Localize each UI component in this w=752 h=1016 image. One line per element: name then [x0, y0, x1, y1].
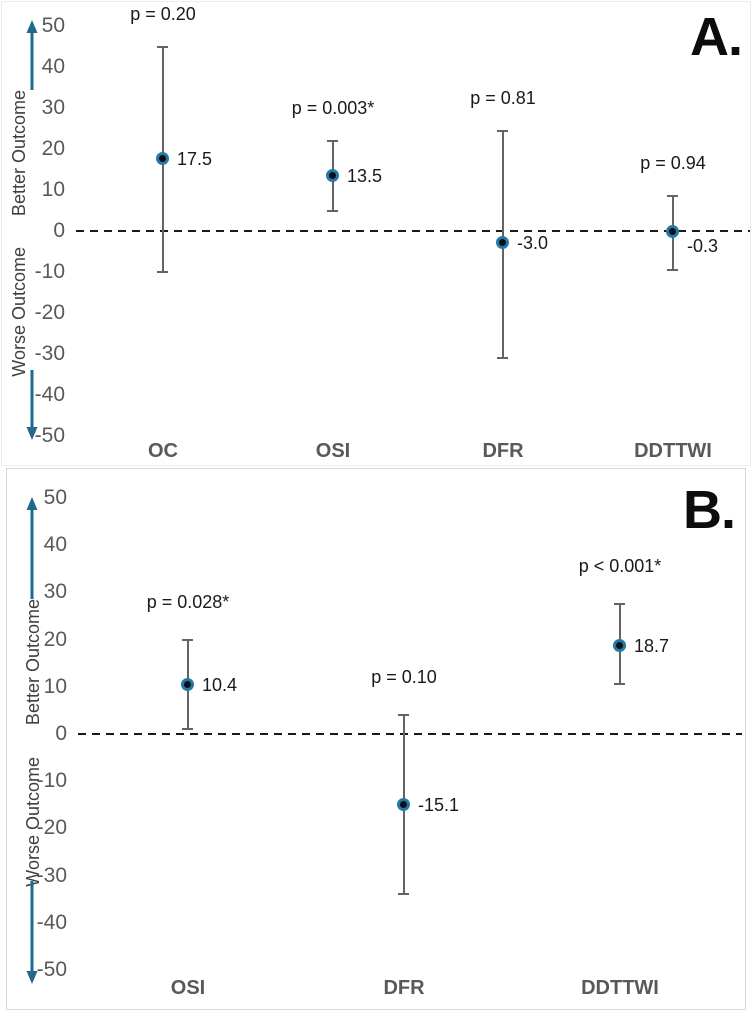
panel-a-letter: A.: [690, 7, 743, 67]
data-point-marker: [156, 152, 169, 166]
worse-outcome-arrow-icon: [26, 881, 38, 984]
panel-b: B. Better Outcome Worse Outcome 50 40 30 20…: [6, 468, 746, 1010]
category-label: DDTTWI: [634, 440, 712, 462]
y-tick-label: -30: [34, 342, 65, 365]
y-tick-label: -20: [34, 301, 65, 324]
value-label: 13.5: [347, 165, 383, 186]
category-label: DFR: [383, 977, 425, 999]
better-outcome-arrow-icon: [26, 20, 38, 90]
worse-outcome-arrow-icon: [26, 370, 38, 440]
y-tick-label: 20: [41, 137, 65, 160]
p-value-label: p = 0.20: [130, 3, 196, 24]
error-bar-cap-top: [614, 603, 625, 606]
value-label: -0.3: [687, 236, 719, 257]
error-bar-cap-top: [497, 129, 508, 132]
panel-a: A. Better Outcome Worse Outcome 50 40 30 20…: [1, 1, 751, 466]
y-tick-label: -30: [36, 863, 67, 887]
error-bar-cap-bottom: [497, 357, 508, 360]
p-value-label: p < 0.001*: [578, 556, 662, 577]
y-tick-label: 40: [43, 533, 67, 557]
error-bar-cap-bottom: [157, 271, 168, 273]
p-value-label: p = 0.10: [371, 667, 437, 688]
p-value-label: p = 0.003*: [291, 98, 375, 118]
category-label: DFR: [482, 440, 524, 462]
error-bar-cap-top: [157, 45, 168, 48]
y-tick-label: -20: [36, 816, 67, 840]
error-bar-cap-bottom: [327, 209, 338, 212]
y-tick-label: -10: [36, 769, 67, 793]
y-tick-label: 0: [55, 722, 67, 745]
data-point-marker: [666, 225, 679, 239]
error-bar-cap-top: [398, 714, 409, 717]
zero-reference-line: [78, 733, 742, 735]
value-label: -15.1: [418, 795, 460, 816]
value-label: 10.4: [202, 674, 238, 695]
error-bar-cap-top: [327, 139, 338, 142]
y-tick-label: 50: [41, 14, 65, 37]
category-label: DDTTWI: [581, 977, 659, 999]
error-bar-cap-top: [182, 638, 193, 641]
y-tick-label: 10: [43, 674, 67, 698]
p-value-label: p = 0.94: [640, 153, 706, 174]
error-bar-cap-top: [667, 195, 678, 198]
error-bar-cap-bottom: [667, 268, 678, 271]
y-tick-label: 0: [53, 219, 65, 242]
y-tick-label: -40: [36, 910, 67, 934]
value-label: -3.0: [517, 233, 549, 254]
y-tick-label: 40: [41, 55, 65, 78]
category-label: OSI: [170, 977, 206, 999]
data-point-marker: [326, 168, 339, 182]
y-tick-label: -10: [34, 260, 65, 283]
y-tick-label: 50: [43, 486, 67, 509]
data-point-marker: [397, 798, 410, 812]
data-point-marker: [496, 236, 509, 250]
p-value-label: p = 0.028*: [146, 591, 230, 612]
category-label: OSI: [315, 440, 351, 462]
value-label: 18.7: [634, 635, 670, 656]
zero-reference-line: [76, 230, 750, 232]
y-tick-label: 20: [43, 627, 67, 651]
y-axis-label-better: Better Outcome: [23, 599, 43, 726]
y-tick-label: 10: [41, 178, 65, 201]
panel-b-letter: B.: [683, 480, 736, 540]
y-tick-label: 30: [43, 580, 67, 604]
y-tick-label: -50: [36, 958, 67, 981]
data-point-marker: [613, 638, 626, 652]
better-outcome-arrow-icon: [26, 497, 38, 599]
p-value-label: p = 0.81: [470, 87, 536, 108]
y-tick-label: -40: [34, 383, 65, 406]
error-bar-cap-bottom: [398, 893, 409, 896]
y-tick-label: -50: [34, 424, 65, 447]
error-bar-cap-bottom: [614, 683, 625, 686]
value-label: 17.5: [177, 149, 213, 170]
data-point-marker: [181, 677, 194, 691]
y-tick-label: 30: [41, 96, 65, 119]
error-bar-cap-bottom: [182, 728, 193, 731]
category-label: OC: [148, 440, 178, 462]
